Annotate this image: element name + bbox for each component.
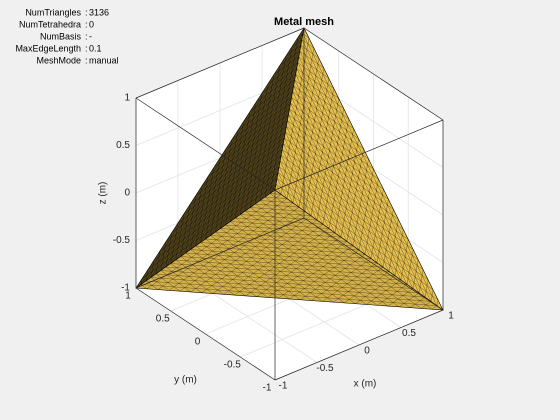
info-value: 0 [89, 19, 94, 29]
z-tick-label: -1 [121, 283, 130, 294]
box-edge [274, 309, 444, 381]
z-tick-label: 0.5 [116, 140, 130, 151]
x-tick-label: -0.5 [316, 363, 334, 374]
mesh-edges [140, 193, 438, 310]
info-label: MeshMode [36, 55, 81, 65]
mesh-edges [275, 33, 439, 306]
x-tick-label: -1 [279, 381, 288, 392]
x-tick-label: 0 [364, 346, 370, 357]
z-tick-label: 1 [124, 93, 130, 104]
info-separator: : [85, 31, 88, 41]
box-edge [274, 119, 444, 191]
info-value: 0.1 [89, 43, 102, 53]
box-edge [303, 27, 444, 121]
y-tick-label: -0.5 [224, 360, 242, 371]
info-value: - [89, 31, 92, 41]
x-axis-label: x (m) [354, 379, 377, 390]
x-tick-label: 0.5 [402, 328, 416, 339]
box-edge [303, 217, 444, 311]
box-edge [135, 27, 305, 99]
x-tick-label: 1 [448, 311, 454, 322]
box-edge [135, 287, 276, 381]
box-edge [135, 217, 305, 289]
info-value: 3136 [89, 7, 109, 17]
info-separator: : [85, 7, 88, 17]
info-label: NumTriangles [25, 7, 81, 17]
info-label: NumBasis [40, 31, 82, 41]
y-tick-label: 0.5 [156, 314, 170, 325]
info-separator: : [85, 19, 88, 29]
mesh-edges [140, 33, 304, 285]
y-tick-label: -1 [263, 383, 272, 394]
info-label: NumTetrahedra [19, 19, 81, 29]
y-tick-label: 1 [125, 291, 131, 302]
info-value: manual [89, 55, 119, 65]
z-axis-label: z (m) [98, 182, 109, 205]
info-label: MaxEdgeLength [15, 43, 81, 53]
info-separator: : [85, 43, 88, 53]
info-separator: : [85, 55, 88, 65]
chart-title: Metal mesh [274, 16, 334, 28]
z-tick-label: -0.5 [113, 235, 131, 246]
y-tick-label: 0 [195, 337, 201, 348]
z-tick-label: 0 [124, 188, 130, 199]
box-edge [135, 97, 276, 191]
axes-front: -1-0.500.51-1-0.500.51-1-0.500.51x (m)y … [98, 27, 454, 394]
mesh [135, 27, 445, 311]
y-axis-label: y (m) [174, 375, 197, 386]
info-panel: NumTriangles:3136NumTetrahedra:0NumBasis… [15, 7, 118, 65]
